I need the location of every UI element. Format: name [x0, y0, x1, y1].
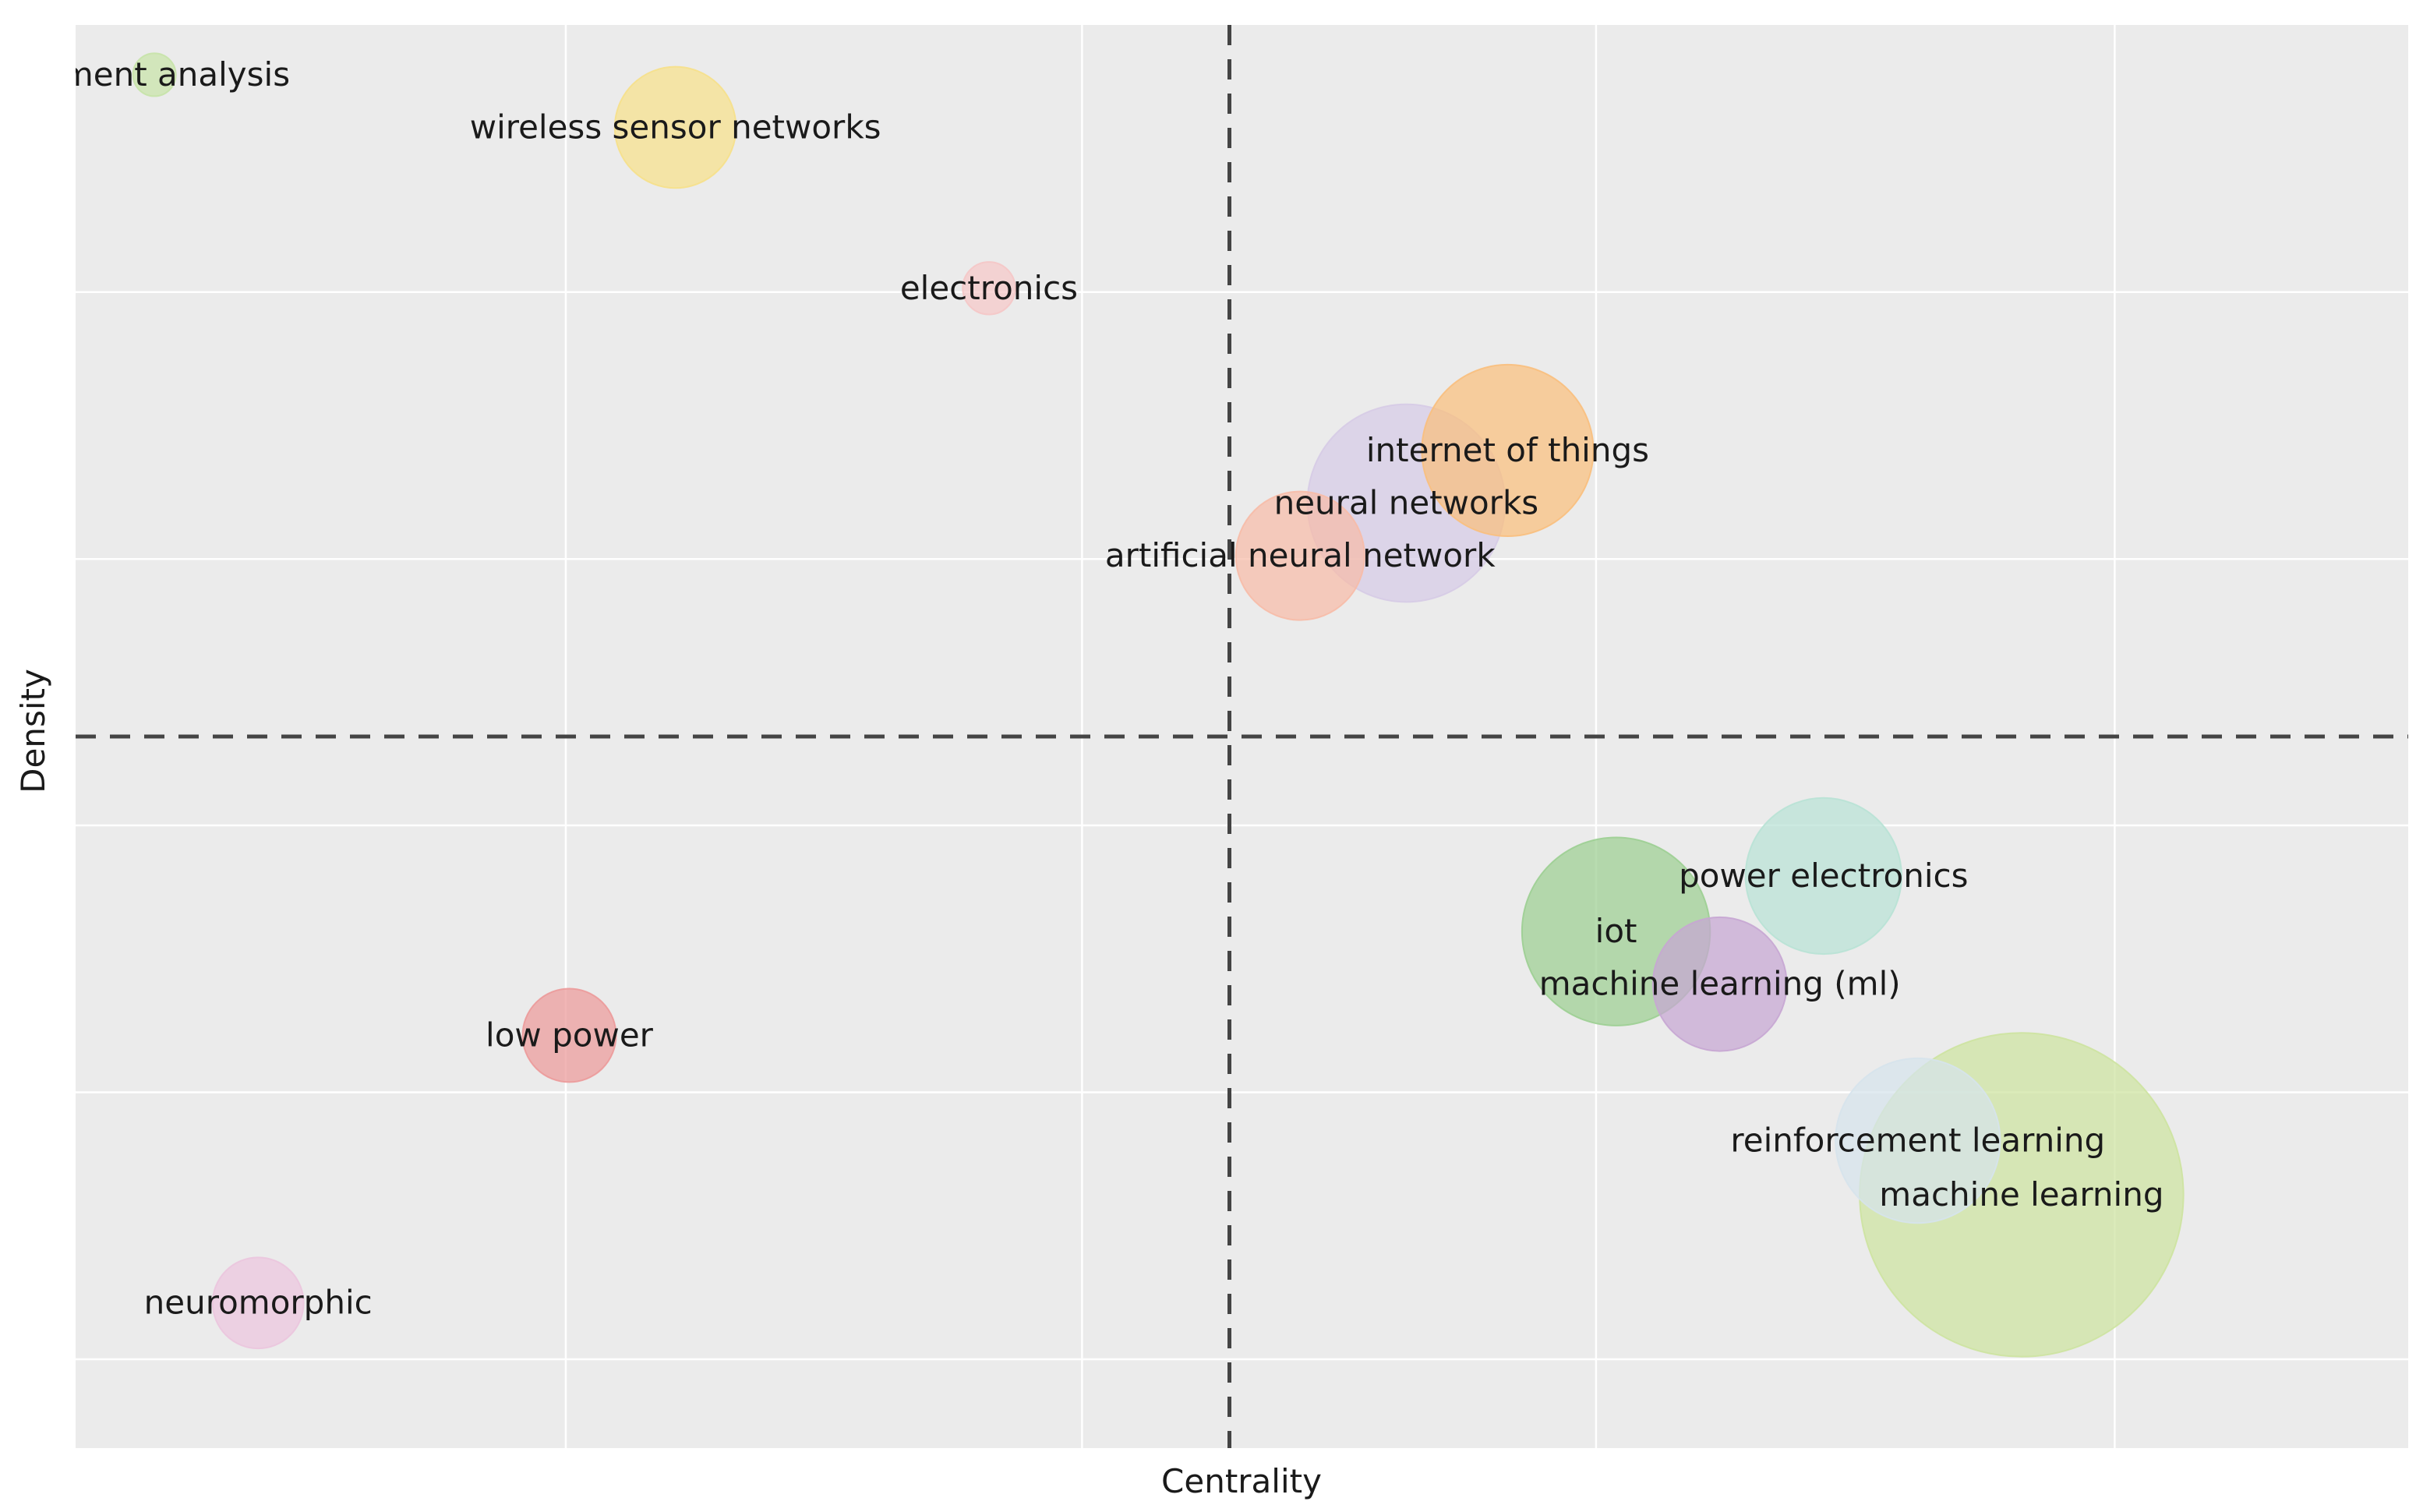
bubble-internet-of-things[interactable] [1421, 363, 1595, 538]
bubble-label-machine-learning-ml: machine learning (ml) [1539, 965, 1901, 1003]
bubble-label-sentiment-analysis: ntiment analysis [19, 55, 290, 94]
bubble-artificial-neural-network[interactable] [1234, 490, 1365, 621]
bubble-label-electronics: electronics [900, 269, 1078, 307]
bubble-machine-learning-ml[interactable] [1651, 916, 1788, 1052]
bubble-label-internet-of-things: internet of things [1366, 431, 1649, 469]
bubble-label-neural-networks: neural networks [1274, 484, 1539, 522]
bubble-power-electronics[interactable] [1744, 797, 1902, 956]
bubble-low-power[interactable] [521, 987, 617, 1083]
bubble-label-artificial-neural-network: artificial neural network [1105, 536, 1496, 574]
bubble-sentiment-analysis[interactable] [132, 52, 177, 97]
bubble-label-low-power: low power [486, 1016, 654, 1054]
bubble-label-wireless-sensor-networks: wireless sensor networks [470, 108, 881, 146]
bubble-electronics[interactable] [962, 261, 1016, 316]
bubble-label-reinforcement-learning: reinforcement learning [1730, 1122, 2105, 1160]
bubble-wireless-sensor-networks[interactable] [613, 65, 737, 189]
y-axis-title: Density [14, 669, 52, 793]
x-axis-title: Centrality [1161, 1462, 1322, 1500]
bubble-reinforcement-learning[interactable] [1835, 1057, 2001, 1224]
bubble-label-neuromorphic: neuromorphic [144, 1284, 373, 1322]
bubble-neuromorphic[interactable] [211, 1256, 305, 1350]
bubbles-layer [132, 52, 2185, 1358]
bubble-label-machine-learning: machine learning [1879, 1175, 2163, 1213]
quadrant-dividers [76, 25, 2408, 1448]
bubble-label-iot: iot [1595, 912, 1637, 950]
bubble-label-power-electronics: power electronics [1679, 857, 1968, 895]
bubble-labels-layer: ntiment analysis wireless sensor networks… [19, 55, 2163, 1322]
